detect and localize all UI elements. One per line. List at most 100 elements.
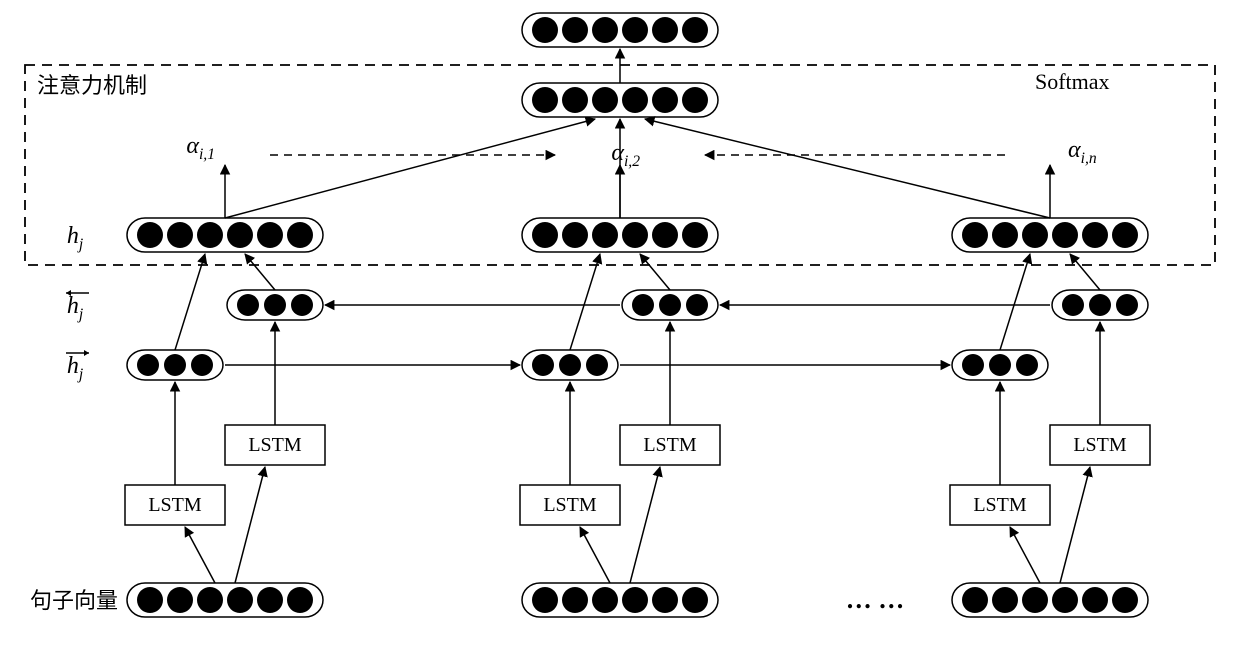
input-vector-1-dot	[652, 587, 678, 613]
input-vector-1-dot	[592, 587, 618, 613]
hj-label: hj	[67, 223, 83, 253]
alpha-label-0: αi,1	[186, 133, 215, 163]
diagram-canvas: LSTM LSTM LSTM LSTM LSTM LSTM 注意力机制 Softmax αi,1…	[0, 0, 1240, 650]
arrow-fwd-hj-1	[570, 254, 600, 350]
input-vector-2-dot	[962, 587, 988, 613]
bwd-vector-1-dot	[686, 294, 708, 316]
arrow-fwd-hj-2	[1000, 254, 1030, 350]
bwd-vector-0-dot	[264, 294, 286, 316]
arrow-input-lstmB-1	[630, 467, 660, 583]
bwd-vector-0-dot	[237, 294, 259, 316]
input-vector-0-dot	[137, 587, 163, 613]
arrow-hj-softmax-0	[225, 119, 595, 218]
arrow-input-lstmF-2	[1010, 527, 1040, 583]
arrow-input-lstmF-0	[185, 527, 215, 583]
fwd-vector-0-dot	[164, 354, 186, 376]
hj-vector-2-dot	[1022, 222, 1048, 248]
input-vector-2-dot	[1052, 587, 1078, 613]
hj-vector-0-dot	[137, 222, 163, 248]
softmax-vector-dot	[682, 87, 708, 113]
hj-vector-1-dot	[682, 222, 708, 248]
input-vector-2-dot	[1112, 587, 1138, 613]
fwd-vector-0-dot	[137, 354, 159, 376]
hj-vector-1-dot	[562, 222, 588, 248]
bwd-vector-2-dot	[1062, 294, 1084, 316]
input-label: 句子向量	[30, 588, 118, 613]
output-vector-dot	[562, 17, 588, 43]
bwd-vector-1-dot	[632, 294, 654, 316]
arrow-fwd-hj-0	[175, 254, 205, 350]
fwd-vector-0-dot	[191, 354, 213, 376]
lstm-fwd-1-label: LSTM	[543, 494, 597, 516]
bwd-vector-2-dot	[1089, 294, 1111, 316]
arrow-bwd-hj-2	[1070, 254, 1100, 290]
input-vector-1-dot	[562, 587, 588, 613]
fwd-vector-1-dot	[559, 354, 581, 376]
softmax-vector-dot	[532, 87, 558, 113]
hj-vector-2-dot	[1082, 222, 1108, 248]
input-vector-2-dot	[1082, 587, 1108, 613]
output-vector-dot	[532, 17, 558, 43]
fwd-vector-1-dot	[586, 354, 608, 376]
output-vector-dot	[682, 17, 708, 43]
softmax-vector-dot	[622, 87, 648, 113]
input-vector-1-dot	[682, 587, 708, 613]
hj-vector-2-dot	[962, 222, 988, 248]
hj-bwd-label: hj	[66, 290, 89, 323]
fwd-vector-2-dot	[989, 354, 1011, 376]
hj-vector-2-dot	[992, 222, 1018, 248]
hj-vector-0-dot	[227, 222, 253, 248]
attention-label: 注意力机制	[37, 73, 147, 98]
hj-vector-1-dot	[592, 222, 618, 248]
input-vector-0-dot	[287, 587, 313, 613]
softmax-label: Softmax	[1035, 69, 1110, 94]
input-vector-1-dot	[622, 587, 648, 613]
svg-text:hj: hj	[67, 223, 83, 253]
lstm-fwd-0-label: LSTM	[148, 494, 202, 516]
arrow-bwd-hj-1	[640, 254, 670, 290]
ellipsis: … …	[846, 585, 905, 614]
hj-vector-1-dot	[652, 222, 678, 248]
hj-vector-0-dot	[257, 222, 283, 248]
softmax-vector-dot	[592, 87, 618, 113]
alpha-label-1: αi,2	[611, 140, 640, 170]
output-vector-dot	[652, 17, 678, 43]
arrow-input-lstmB-2	[1060, 467, 1090, 583]
input-vector-0-dot	[257, 587, 283, 613]
arrow-input-lstmB-0	[235, 467, 265, 583]
lstm-fwd-2-label: LSTM	[973, 494, 1027, 516]
hj-fwd-label: hj	[66, 350, 89, 383]
hj-vector-2-dot	[1052, 222, 1078, 248]
lstm-bwd-2-label: LSTM	[1073, 434, 1127, 456]
hj-vector-0-dot	[287, 222, 313, 248]
input-vector-2-dot	[1022, 587, 1048, 613]
svg-text:hj: hj	[67, 293, 83, 323]
input-vector-1-dot	[532, 587, 558, 613]
hj-vector-1-dot	[622, 222, 648, 248]
input-vector-2-dot	[992, 587, 1018, 613]
arrow-input-lstmF-1	[580, 527, 610, 583]
input-vector-0-dot	[197, 587, 223, 613]
bwd-vector-2-dot	[1116, 294, 1138, 316]
arrow-hj-softmax-2	[645, 119, 1050, 218]
output-vector-dot	[622, 17, 648, 43]
fwd-vector-1-dot	[532, 354, 554, 376]
fwd-vector-2-dot	[1016, 354, 1038, 376]
hj-vector-2-dot	[1112, 222, 1138, 248]
softmax-vector-dot	[652, 87, 678, 113]
svg-text:hj: hj	[67, 353, 83, 383]
alpha-label-2: αi,n	[1068, 137, 1097, 167]
lstm-bwd-0-label: LSTM	[248, 434, 302, 456]
input-vector-0-dot	[227, 587, 253, 613]
lstm-bwd-1-label: LSTM	[643, 434, 697, 456]
bwd-vector-0-dot	[291, 294, 313, 316]
hj-vector-1-dot	[532, 222, 558, 248]
input-vector-0-dot	[167, 587, 193, 613]
hj-vector-0-dot	[167, 222, 193, 248]
bwd-vector-1-dot	[659, 294, 681, 316]
fwd-vector-2-dot	[962, 354, 984, 376]
softmax-vector-dot	[562, 87, 588, 113]
hj-vector-0-dot	[197, 222, 223, 248]
arrow-bwd-hj-0	[245, 254, 275, 290]
output-vector-dot	[592, 17, 618, 43]
